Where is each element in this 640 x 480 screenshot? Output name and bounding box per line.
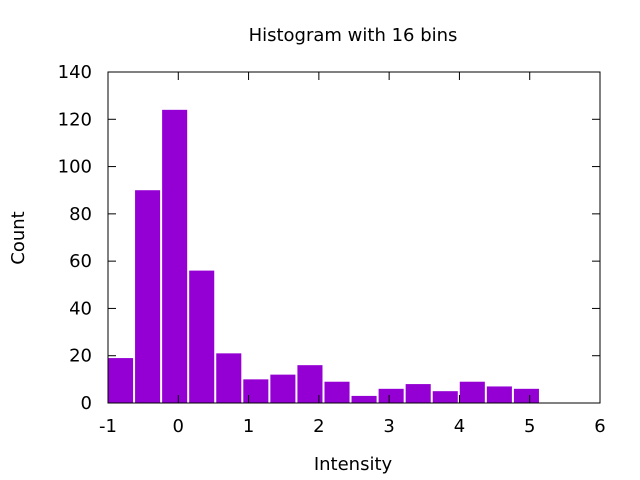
- x-tick-label: -1: [99, 416, 117, 437]
- histogram-bar-2: [135, 190, 161, 403]
- histogram-bar-3: [162, 109, 188, 403]
- bars-layer: [108, 109, 539, 403]
- chart-title: Histogram with 16 bins: [249, 25, 458, 46]
- x-tick-label: 3: [383, 416, 394, 437]
- y-tick-label: 20: [69, 346, 92, 367]
- x-tick-label: 4: [454, 416, 465, 437]
- y-axis-label: Count: [8, 211, 29, 264]
- histogram-bar-4: [189, 270, 215, 403]
- x-tick-label: 0: [173, 416, 184, 437]
- histogram-bar-8: [297, 365, 323, 403]
- histogram-bar-6: [243, 379, 269, 403]
- y-tick-label: 80: [69, 204, 92, 225]
- y-tick-label: 0: [81, 393, 92, 414]
- histogram-bar-9: [324, 381, 350, 403]
- y-tick-label: 100: [58, 157, 92, 178]
- y-tick-label: 140: [58, 62, 92, 83]
- histogram-bar-7: [270, 374, 296, 403]
- x-tick-label: 1: [243, 416, 254, 437]
- x-axis-label: Intensity: [314, 454, 393, 475]
- x-tick-label: 5: [524, 416, 535, 437]
- y-tick-label: 40: [69, 298, 92, 319]
- histogram-bar-5: [216, 353, 242, 403]
- histogram-bar-12: [405, 384, 431, 403]
- histogram-bar-1: [108, 358, 134, 403]
- histogram-bar-15: [486, 386, 512, 403]
- histogram-bar-13: [432, 391, 458, 403]
- x-tick-label: 2: [313, 416, 324, 437]
- y-tick-label: 60: [69, 251, 92, 272]
- y-tick-label: 120: [58, 109, 92, 130]
- histogram-bar-10: [351, 395, 377, 403]
- histogram-bar-14: [459, 381, 485, 403]
- plot-frame: [107, 71, 601, 404]
- histogram-bar-11: [378, 388, 404, 403]
- x-tick-label: 6: [594, 416, 605, 437]
- histogram-bar-16: [513, 388, 539, 403]
